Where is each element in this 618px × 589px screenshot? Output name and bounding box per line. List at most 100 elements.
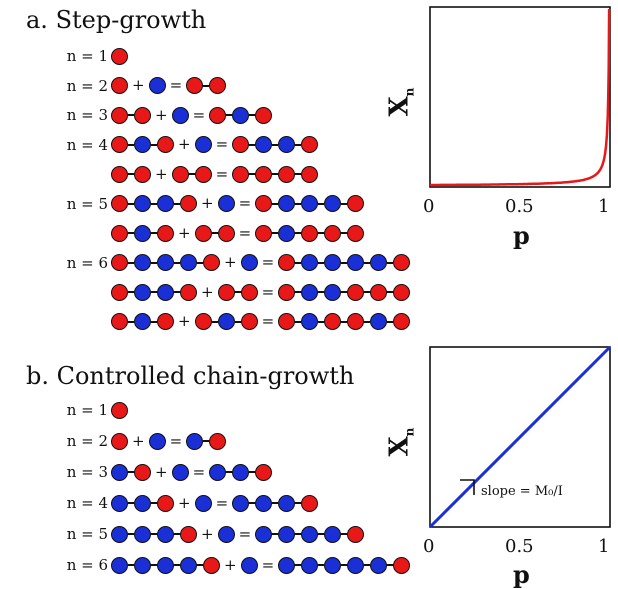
red-monomer-bead <box>194 165 212 183</box>
red-monomer-bead <box>347 283 365 301</box>
red-monomer-bead <box>111 165 128 183</box>
red-monomer-bead <box>111 195 128 212</box>
bond <box>272 202 279 205</box>
bond <box>128 564 134 566</box>
plus-sign: + <box>178 223 191 242</box>
red-monomer-bead <box>203 254 220 271</box>
blue-monomer-bead <box>301 556 319 574</box>
blue-monomer-bead <box>157 195 174 212</box>
bond <box>364 291 371 293</box>
plus-sign: + <box>224 253 237 271</box>
chain <box>111 224 174 242</box>
chain <box>232 165 319 183</box>
bond <box>341 291 348 293</box>
chain <box>111 165 151 183</box>
equals-sign: = <box>261 555 275 574</box>
red-monomer-bead <box>232 136 250 153</box>
bond <box>249 143 256 146</box>
plus-sign: + <box>201 524 214 543</box>
bond <box>341 320 348 323</box>
reaction-row <box>111 399 128 421</box>
bond <box>151 502 157 504</box>
red-monomer-bead <box>111 106 128 124</box>
red-monomer-bead <box>111 254 128 271</box>
red-monomer-bead <box>194 224 212 242</box>
bond <box>234 320 241 323</box>
bond <box>295 261 302 264</box>
bond <box>128 202 134 205</box>
chain <box>194 313 258 330</box>
blue-monomer-bead <box>194 494 212 512</box>
n-label: n = 2 <box>66 76 108 95</box>
chain <box>111 463 151 481</box>
reaction-row: + = <box>111 281 411 303</box>
red-monomer-bead <box>255 106 273 124</box>
chart-a-xtick-0: 0 <box>423 196 435 217</box>
blue-monomer-bead <box>186 432 204 450</box>
blue-monomer-bead <box>278 494 296 512</box>
red-monomer-bead <box>134 106 151 124</box>
bond <box>174 564 180 566</box>
equals-sign: = <box>169 431 183 450</box>
equals-sign: = <box>261 282 275 301</box>
bond <box>128 533 134 535</box>
blue-monomer-bead <box>301 283 319 301</box>
chain <box>278 254 411 271</box>
blue-monomer-bead <box>157 525 174 543</box>
red-monomer-bead <box>111 283 128 301</box>
blue-monomer-bead <box>278 136 296 153</box>
red-monomer-bead <box>255 195 273 212</box>
chain <box>111 47 128 65</box>
blue-monomer-bead <box>111 556 128 574</box>
chain <box>111 313 174 330</box>
bond <box>318 202 325 205</box>
blue-monomer-bead <box>134 313 151 330</box>
bond <box>151 143 157 146</box>
blue-monomer-bead <box>180 254 197 271</box>
bond <box>151 291 157 293</box>
chain <box>209 106 273 124</box>
red-monomer-bead <box>324 313 342 330</box>
chart-a-frame <box>429 6 611 188</box>
blue-monomer-bead <box>324 525 342 543</box>
chain <box>111 401 128 419</box>
blue-monomer-bead <box>255 494 273 512</box>
red-monomer-bead <box>111 224 128 242</box>
blue-monomer-bead <box>134 556 151 574</box>
bond <box>174 202 180 205</box>
bond <box>151 564 157 566</box>
reaction-row: + = <box>111 134 319 156</box>
equals-sign: = <box>238 223 252 242</box>
blue-monomer-bead <box>240 254 258 271</box>
n-label: n = 6 <box>66 253 108 272</box>
chain <box>111 195 197 212</box>
red-monomer-bead <box>278 254 296 271</box>
reaction-row: + = <box>111 222 365 244</box>
red-monomer-bead <box>134 165 151 183</box>
bond <box>318 291 325 293</box>
n-label: n = 1 <box>66 47 108 65</box>
red-monomer-bead <box>111 136 128 153</box>
blue-monomer-bead <box>111 494 128 512</box>
bond <box>341 261 348 264</box>
chain <box>217 525 235 543</box>
bond <box>387 320 394 323</box>
red-monomer-bead <box>232 165 250 183</box>
equals-sign: = <box>215 164 229 183</box>
bond <box>318 232 325 234</box>
red-monomer-bead <box>347 525 365 543</box>
chain <box>186 432 227 450</box>
red-monomer-bead <box>278 313 296 330</box>
red-monomer-bead <box>301 136 319 153</box>
blue-monomer-bead <box>255 136 273 153</box>
equals-sign: = <box>238 194 252 212</box>
red-monomer-bead <box>393 556 411 574</box>
bond <box>364 261 371 264</box>
blue-monomer-bead <box>209 463 227 481</box>
red-monomer-bead <box>393 254 411 271</box>
equals-sign: = <box>261 253 275 271</box>
bond <box>151 320 157 323</box>
reaction-row: + = <box>111 252 411 274</box>
n-label: n = 3 <box>66 463 108 481</box>
red-monomer-bead <box>111 432 128 450</box>
